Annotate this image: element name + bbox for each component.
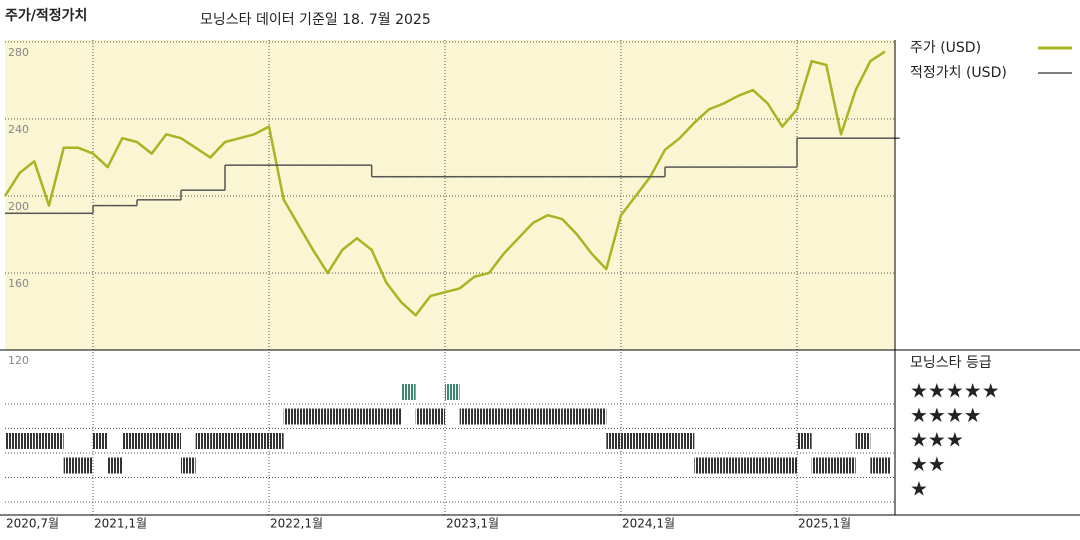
plot-background	[5, 40, 895, 350]
rating-bar	[107, 457, 123, 474]
rating-bar	[489, 408, 504, 425]
rating-bar	[78, 457, 93, 474]
rating-bar	[327, 408, 343, 425]
rating-bar	[518, 408, 533, 425]
x-tick-label: 2024,1월	[622, 517, 675, 531]
legend-label: 적정가치 (USD)	[910, 65, 1007, 81]
legend-label: 주가 (USD)	[910, 40, 981, 56]
x-tick-label: 2020,7월	[6, 517, 59, 531]
rating-bar	[870, 457, 885, 474]
rating-bar	[885, 457, 890, 474]
rating-bar	[151, 433, 167, 449]
rating-label: ★	[910, 477, 928, 501]
rating-bar	[5, 433, 20, 449]
rating-bar	[283, 408, 299, 425]
y-tick-label: 240	[8, 123, 29, 136]
rating-bar	[562, 408, 577, 425]
rating-bar	[298, 408, 313, 425]
rating-bar	[269, 433, 284, 449]
rating-bar	[577, 408, 592, 425]
rating-bar	[547, 408, 563, 425]
rating-label: ★★★	[910, 428, 964, 452]
rating-bar	[430, 408, 445, 425]
y-tick-label: 120	[8, 354, 29, 367]
x-tick-label: 2025,1월	[798, 517, 851, 531]
rating-bar	[709, 457, 724, 474]
rating-bar	[811, 457, 827, 474]
rating-bar	[826, 457, 841, 474]
rating-bar	[753, 457, 768, 474]
rating-title: 모닝스타 등급	[910, 355, 992, 371]
rating-bar	[767, 457, 783, 474]
rating-bar	[738, 457, 753, 474]
rating-bar	[313, 408, 328, 425]
rating-bar	[19, 433, 35, 449]
rating-bar	[239, 433, 255, 449]
rating-bar	[401, 384, 416, 400]
rating-bar	[415, 408, 431, 425]
rating-bar	[342, 408, 357, 425]
rating-bar	[93, 433, 108, 449]
rating-bar	[225, 433, 240, 449]
rating-bar	[386, 408, 401, 425]
x-tick-label: 2022,1월	[270, 517, 323, 531]
chart-title: 주가/적정가치	[5, 7, 87, 24]
rating-bar	[606, 433, 621, 449]
rating-bar	[166, 433, 181, 449]
rating-bar	[694, 457, 709, 474]
rating-label: ★★★★	[910, 403, 982, 427]
rating-bar	[679, 433, 695, 449]
rating-bar	[855, 433, 871, 449]
rating-bar	[357, 408, 372, 425]
rating-bar	[371, 408, 387, 425]
rating-bar	[254, 433, 269, 449]
grid: 120 160 200 240 280 2020,7월 2021,1월 2022,1월 2023…	[5, 40, 895, 531]
rating-bar	[635, 433, 651, 449]
y-tick-label: 200	[8, 200, 29, 213]
price-line	[3, 50, 886, 317]
rating-bar	[122, 433, 137, 449]
rating-bar	[445, 384, 460, 400]
rating-bar	[49, 433, 64, 449]
rating-bar	[137, 433, 152, 449]
chart-subtitle: 모닝스타 데이터 기준일 18. 7월 2025	[200, 12, 431, 28]
rating-bar	[503, 408, 519, 425]
y-tick-label: 160	[8, 277, 29, 290]
rating-bar	[782, 457, 797, 474]
rating-bar	[34, 433, 49, 449]
rating-bar	[459, 408, 475, 425]
rating-bar	[797, 433, 812, 449]
rating-bar	[181, 457, 196, 474]
rating-bar	[210, 433, 225, 449]
rating-bar	[723, 457, 739, 474]
rating-bar	[650, 433, 665, 449]
rating-label: ★★★★★	[910, 379, 1000, 403]
y-tick-label: 280	[8, 46, 29, 59]
rating-bar	[533, 408, 548, 425]
x-tick-label: 2023,1월	[446, 517, 499, 531]
x-tick-label: 2021,1월	[94, 517, 147, 531]
rating-bar	[841, 457, 856, 474]
marks	[3, 50, 900, 474]
rating-label: ★★	[910, 452, 946, 476]
legend: 주가 (USD)적정가치 (USD)모닝스타 등급★★★★★★★★★★★★★★★	[910, 40, 1072, 501]
rating-bar	[621, 433, 636, 449]
rating-bar	[195, 433, 211, 449]
rating-bar	[665, 433, 680, 449]
rating-bar	[474, 408, 489, 425]
rating-bar	[591, 408, 607, 425]
rating-bar	[63, 457, 79, 474]
